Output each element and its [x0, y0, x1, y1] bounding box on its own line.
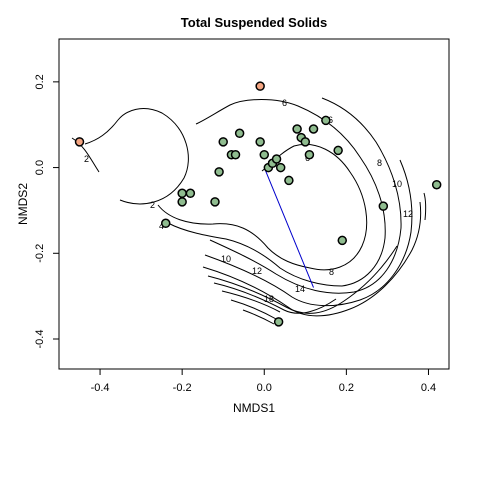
x-tick-label-3: 0.2 [339, 382, 354, 394]
contour-label-8: 8 [329, 267, 334, 277]
site-point-15 [277, 164, 285, 172]
contour-line-22 [243, 310, 274, 324]
site-point-6 [219, 138, 227, 146]
contour-line-8 [210, 98, 401, 293]
site-point-4 [211, 198, 219, 206]
contour-label-2-middle: 2 [150, 200, 155, 210]
site-point-3 [162, 219, 170, 227]
site-point-1 [178, 189, 186, 197]
contour-label-10-right: 10 [392, 179, 402, 189]
outlier-point-29 [256, 82, 264, 90]
contour-label-10-left: 10 [221, 254, 231, 264]
site-point-5 [215, 168, 223, 176]
x-axis: -0.4 -0.2 0.0 0.2 0.4 [91, 369, 437, 394]
contour-label-6-right: 8 [377, 158, 382, 168]
contour-lines [72, 98, 426, 324]
contour-label-2-left: 2 [84, 154, 89, 164]
site-point-14 [273, 155, 281, 163]
site-point-27 [275, 318, 283, 326]
x-tick-label-1: -0.2 [173, 382, 192, 394]
site-point-26 [433, 181, 441, 189]
contour-line-2-upper [85, 109, 188, 204]
site-point-20 [310, 125, 318, 133]
x-tick-label-0: -0.4 [91, 382, 110, 394]
contour-label-18: 18 [264, 294, 274, 304]
site-point-19 [301, 138, 309, 146]
contour-label-12-right: 12 [403, 209, 413, 219]
x-axis-label: NMDS1 [233, 401, 275, 415]
site-point-9 [236, 129, 244, 137]
y-axis-label: NMDS2 [16, 183, 30, 225]
contour-label-6-top: 6 [282, 98, 287, 108]
contour-line-right-edge [424, 193, 426, 220]
site-point-0 [178, 198, 186, 206]
plot-frame [59, 39, 449, 369]
site-point-23 [334, 146, 342, 154]
environmental-vector [264, 168, 313, 288]
site-point-24 [338, 236, 346, 244]
site-point-11 [260, 151, 268, 159]
site-point-22 [322, 116, 330, 124]
contour-label-12-left: 12 [252, 266, 262, 276]
site-point-10 [256, 138, 264, 146]
site-point-25 [379, 202, 387, 210]
site-point-17 [293, 125, 301, 133]
y-tick-label-3: 0.2 [34, 74, 46, 89]
contour-line-6 [168, 100, 385, 287]
y-tick-label-2: 0.0 [34, 160, 46, 175]
y-tick-label-0: -0.4 [34, 330, 46, 349]
chart-title: Total Suspended Solids [181, 15, 327, 30]
contour-line-10 [205, 160, 412, 306]
y-tick-label-1: -0.2 [34, 244, 46, 263]
x-tick-label-2: 0.0 [257, 382, 272, 394]
contour-line-2-lower [158, 144, 367, 269]
x-tick-label-4: 0.4 [421, 382, 436, 394]
y-axis: -0.4 -0.2 0.0 0.2 [34, 74, 59, 348]
site-point-21 [305, 151, 313, 159]
outlier-point-28 [76, 138, 84, 146]
site-point-2 [186, 189, 194, 197]
contour-label-14: 14 [295, 284, 305, 294]
site-point-8 [232, 151, 240, 159]
site-point-16 [285, 176, 293, 184]
